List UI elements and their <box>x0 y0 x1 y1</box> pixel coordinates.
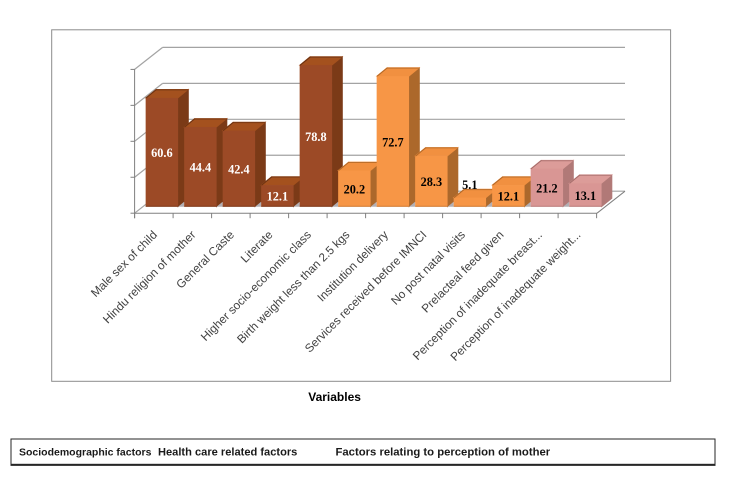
svg-text:42.4: 42.4 <box>228 162 250 176</box>
svg-text:20.2: 20.2 <box>344 182 366 196</box>
svg-text:60.6: 60.6 <box>151 146 173 160</box>
svg-text:Health care related factors: Health care related factors <box>158 447 297 459</box>
svg-text:12.1: 12.1 <box>498 190 520 204</box>
svg-text:12.1: 12.1 <box>267 190 289 204</box>
svg-text:78.8: 78.8 <box>305 130 327 144</box>
svg-text:Sociodemographic factors: Sociodemographic factors <box>19 447 152 459</box>
svg-text:28.3: 28.3 <box>421 175 443 189</box>
svg-text:Factors relating to perception: Factors relating to perception of mother <box>336 447 551 459</box>
svg-text:44.4: 44.4 <box>190 161 212 175</box>
svg-text:Variables: Variables <box>308 390 361 404</box>
svg-text:21.2: 21.2 <box>536 182 558 196</box>
svg-text:13.1: 13.1 <box>575 189 597 203</box>
svg-text:5.1: 5.1 <box>462 178 477 192</box>
svg-text:72.7: 72.7 <box>382 135 404 149</box>
